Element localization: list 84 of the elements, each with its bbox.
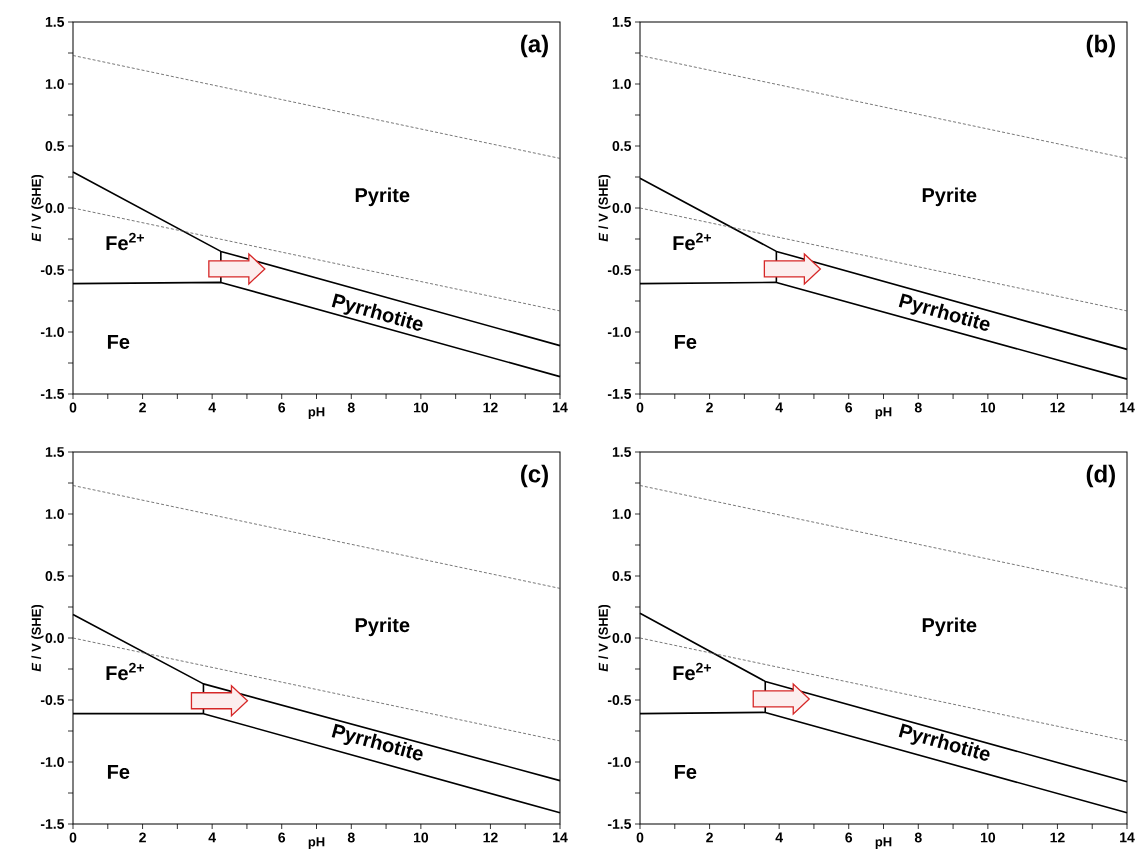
y-tick-label: -0.5	[607, 265, 632, 275]
annotation: Pyrite	[922, 617, 977, 637]
x-axis-title: pH	[875, 407, 892, 419]
x-tick-label: 8	[347, 832, 355, 843]
x-tick-label: 8	[914, 832, 922, 843]
x-tick-label: 10	[413, 402, 429, 413]
x-tick-label: 2	[139, 832, 146, 843]
y-tick-label: 1.5	[45, 447, 65, 457]
annotation: Fe$^{2+}$	[673, 662, 711, 681]
x-tick-label: 0	[636, 832, 644, 843]
x-axis-title: pH	[308, 837, 325, 849]
y-tick-label: 0.0	[45, 633, 64, 643]
y-tick-label: 1.0	[612, 79, 631, 89]
y-tick-label: 0.5	[612, 571, 632, 581]
y-tick-label: 1.5	[612, 17, 632, 27]
y-tick-label: 0.5	[45, 571, 65, 581]
y-tick-label: 0.5	[612, 141, 632, 151]
y-axis-title: E / V (SHE)	[598, 174, 611, 242]
y-tick-label: -1.0	[40, 327, 64, 337]
x-tick-label: 6	[845, 402, 853, 413]
x-tick-label: 0	[636, 402, 644, 413]
x-tick-label: 0	[69, 402, 77, 413]
x-tick-label: 12	[483, 832, 498, 843]
y-tick-label: 1.0	[45, 79, 64, 89]
x-tick-label: 2	[706, 402, 713, 413]
y-tick-label: -1.5	[40, 389, 65, 399]
annotation: Fe$^{2+}$	[673, 232, 711, 251]
y-tick-label: -1.5	[607, 819, 632, 829]
x-tick-label: 8	[914, 402, 922, 413]
annotation: Fe	[674, 334, 697, 349]
x-tick-label: 4	[775, 402, 783, 413]
y-tick-label: -1.0	[40, 757, 64, 767]
x-tick-label: 12	[1050, 832, 1065, 843]
annotation: Fe$^{2+}$	[106, 232, 144, 251]
x-tick-label: 14	[553, 832, 568, 843]
x-tick-label: 2	[706, 832, 713, 843]
x-tick-label: 2	[139, 402, 146, 413]
x-axis-title: pH	[308, 407, 325, 419]
annotation: Pyrite	[355, 187, 410, 207]
y-tick-label: -0.5	[40, 265, 65, 275]
x-tick-label: 0	[69, 832, 77, 843]
y-tick-label: -1.5	[40, 819, 65, 829]
x-tick-label: 10	[980, 402, 996, 413]
y-tick-label: -1.5	[607, 389, 632, 399]
y-tick-label: 1.0	[45, 509, 64, 519]
annotation: Fe	[107, 334, 130, 349]
x-tick-label: 6	[278, 832, 286, 843]
x-tick-label: 6	[278, 402, 286, 413]
y-tick-label: 0.0	[612, 203, 631, 213]
x-tick-label: 4	[775, 832, 783, 843]
text: (d)	[1086, 464, 1115, 488]
x-tick-label: 4	[208, 832, 216, 843]
x-tick-label: 14	[553, 402, 568, 413]
y-tick-label: 1.0	[612, 509, 631, 519]
y-axis-title: E / V (SHE)	[31, 604, 44, 672]
x-tick-label: 4	[208, 402, 216, 413]
text: (a)	[521, 34, 548, 58]
x-tick-label: 12	[483, 402, 498, 413]
y-tick-label: 0.0	[612, 633, 631, 643]
x-tick-label: 14	[1120, 832, 1135, 843]
x-axis-title: pH	[875, 837, 892, 849]
y-tick-label: -1.0	[607, 327, 631, 337]
annotation: Pyrite	[922, 187, 977, 207]
y-axis-title: E / V (SHE)	[598, 604, 611, 672]
y-tick-label: 0.5	[45, 141, 65, 151]
x-tick-label: 6	[845, 832, 853, 843]
annotation: Fe$^{2+}$	[106, 662, 144, 681]
y-tick-label: 0.0	[45, 203, 64, 213]
x-tick-label: 10	[980, 832, 996, 843]
y-tick-label: 1.5	[612, 447, 632, 457]
y-axis-title: E / V (SHE)	[31, 174, 44, 242]
text: (c)	[521, 464, 548, 488]
x-tick-label: 10	[413, 832, 429, 843]
x-tick-label: 12	[1050, 402, 1065, 413]
y-tick-label: -1.0	[607, 757, 631, 767]
annotation: Fe	[674, 764, 697, 779]
y-tick-label: -0.5	[607, 695, 632, 705]
annotation: Pyrite	[355, 617, 410, 637]
y-tick-label: -0.5	[40, 695, 65, 705]
x-tick-label: 14	[1120, 402, 1135, 413]
annotation: Fe	[107, 764, 130, 779]
text: (b)	[1086, 34, 1115, 58]
y-tick-label: 1.5	[45, 17, 65, 27]
x-tick-label: 8	[347, 402, 355, 413]
